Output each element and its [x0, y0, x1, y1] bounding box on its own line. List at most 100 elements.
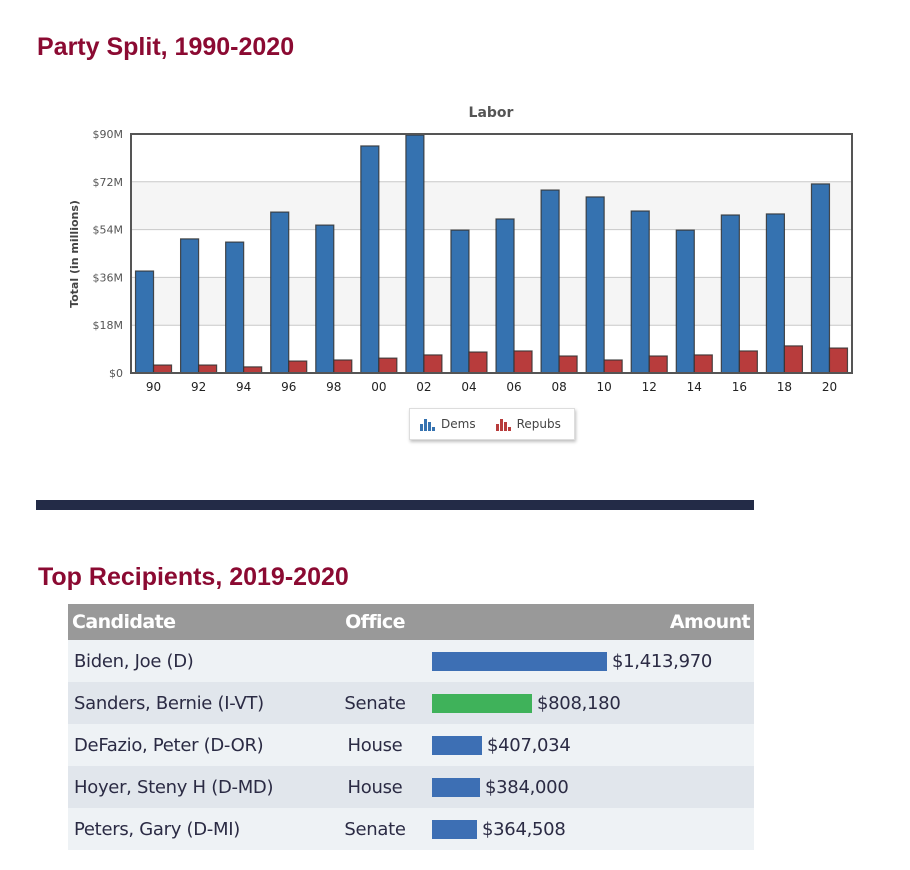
bar-dems-90: [134, 270, 155, 374]
bars: [134, 134, 849, 374]
bar-dems-10: [585, 196, 605, 374]
x-tick-label: 94: [236, 380, 251, 394]
bar-dems-16: [720, 214, 740, 374]
legend-label-dems: Dems: [441, 417, 476, 431]
amount-cell: $384,000: [424, 766, 754, 808]
table-row: DeFazio, Peter (D-OR) House $407,034: [68, 724, 754, 766]
bar-repubs-90: [152, 364, 173, 374]
bar-dems-14: [675, 229, 695, 374]
legend-item-repubs[interactable]: Repubs: [495, 417, 561, 431]
bar-repubs-98: [333, 359, 353, 374]
party-split-heading: Party Split, 1990-2020: [37, 33, 295, 61]
candidate-cell: DeFazio, Peter (D-OR): [68, 724, 326, 766]
candidate-link[interactable]: Sanders, Bernie (I-VT): [74, 692, 264, 714]
bar-dems-92: [179, 238, 200, 374]
bar-repubs-92: [197, 364, 218, 374]
candidate-cell: Sanders, Bernie (I-VT): [68, 682, 326, 724]
y-tick-label: $0: [109, 367, 123, 380]
table-row: Biden, Joe (D) $1,413,970: [68, 640, 754, 682]
bar-repubs-08: [558, 355, 578, 374]
bar-repubs-04: [468, 351, 488, 374]
candidate-cell: Biden, Joe (D): [68, 640, 326, 682]
amount-bar: [432, 819, 477, 839]
x-tick-label: 92: [191, 380, 206, 394]
x-tick-label: 00: [371, 380, 386, 394]
x-axis-ticks: 90 92 94 96 98 00 02 04 06 08 10 12 14 16 18 20: [146, 380, 837, 394]
party-split-chart: $0 $18M $36M $54M $72M $90M 90 92 94 96 98 00 02 04 0…: [68, 105, 853, 394]
x-tick-label: 02: [416, 380, 431, 394]
y-tick-label: $54M: [93, 224, 124, 237]
y-axis-ticks: $0 $18M $36M $54M $72M $90M: [93, 128, 124, 380]
amount-cell: $808,180: [424, 682, 754, 724]
top-recipients-heading: Top Recipients, 2019-2020: [38, 563, 349, 591]
bar-repubs-96: [288, 360, 308, 374]
amount-cell: $1,413,970: [424, 640, 754, 682]
amount-value: $808,180: [537, 692, 621, 714]
bar-repubs-12: [648, 355, 668, 374]
top-recipients-table: Candidate Office Amount Biden, Joe (D) $…: [68, 604, 754, 850]
bar-dems-12: [630, 210, 650, 374]
bar-repubs-10: [603, 359, 623, 374]
x-tick-label: 20: [822, 380, 837, 394]
candidate-cell: Hoyer, Steny H (D-MD): [68, 766, 326, 808]
legend-label-repubs: Repubs: [516, 417, 561, 431]
column-header-candidate[interactable]: Candidate: [68, 604, 326, 640]
x-tick-label: 16: [732, 380, 747, 394]
bar-dems-96: [270, 211, 290, 374]
x-tick-label: 10: [597, 380, 612, 394]
office-cell: Senate: [326, 682, 424, 724]
bar-dems-08: [540, 189, 560, 374]
bar-dems-06: [495, 218, 515, 374]
x-tick-label: 90: [146, 380, 161, 394]
bar-dems-98: [315, 224, 335, 374]
x-tick-label: 06: [506, 380, 521, 394]
section-divider: [36, 500, 754, 510]
amount-value: $364,508: [482, 818, 566, 840]
amount-cell: $407,034: [424, 724, 754, 766]
y-tick-label: $18M: [93, 319, 124, 332]
candidate-link[interactable]: Peters, Gary (D-MI): [74, 818, 240, 840]
bar-repubs-14: [693, 354, 713, 374]
amount-value: $407,034: [487, 734, 571, 756]
x-tick-label: 14: [687, 380, 702, 394]
bar-repubs-18: [783, 345, 804, 374]
amount-bar: [432, 735, 482, 755]
table-header-row: Candidate Office Amount: [68, 604, 754, 640]
bar-dems-18: [765, 213, 786, 374]
bar-dems-94: [225, 241, 245, 374]
y-tick-label: $72M: [93, 176, 124, 189]
bar-repubs-16: [738, 350, 758, 374]
bar-repubs-20: [828, 347, 849, 374]
office-cell: House: [326, 724, 424, 766]
column-header-amount[interactable]: Amount: [424, 604, 754, 640]
chart-title: Labor: [469, 105, 514, 121]
x-tick-label: 18: [777, 380, 792, 394]
table-row: Sanders, Bernie (I-VT) Senate $808,180: [68, 682, 754, 724]
candidate-cell: Peters, Gary (D-MI): [68, 808, 326, 850]
bar-chart-icon: [420, 418, 435, 431]
candidate-link[interactable]: DeFazio, Peter (D-OR): [74, 734, 264, 756]
x-tick-label: 08: [551, 380, 566, 394]
office-cell: House: [326, 766, 424, 808]
candidate-link[interactable]: Biden, Joe (D): [74, 650, 194, 672]
legend-item-dems[interactable]: Dems: [420, 417, 476, 431]
bar-dems-04: [450, 229, 470, 374]
y-axis-label: Total (in millions): [68, 200, 81, 308]
office-cell: Senate: [326, 808, 424, 850]
bar-repubs-06: [513, 350, 533, 374]
amount-bar: [432, 693, 532, 713]
bar-repubs-00: [378, 357, 398, 374]
amount-value: $384,000: [485, 776, 569, 798]
bar-chart-icon: [495, 418, 511, 431]
bar-dems-02: [405, 134, 425, 374]
amount-cell: $364,508: [424, 808, 754, 850]
column-header-office[interactable]: Office: [326, 604, 424, 640]
office-cell: [326, 640, 424, 682]
amount-bar: [432, 651, 607, 671]
x-tick-label: 12: [642, 380, 657, 394]
y-tick-label: $36M: [93, 271, 124, 284]
table-row: Hoyer, Steny H (D-MD) House $384,000: [68, 766, 754, 808]
plot-band: [131, 134, 852, 182]
candidate-link[interactable]: Hoyer, Steny H (D-MD): [74, 776, 274, 798]
plot-band: [131, 181, 852, 230]
